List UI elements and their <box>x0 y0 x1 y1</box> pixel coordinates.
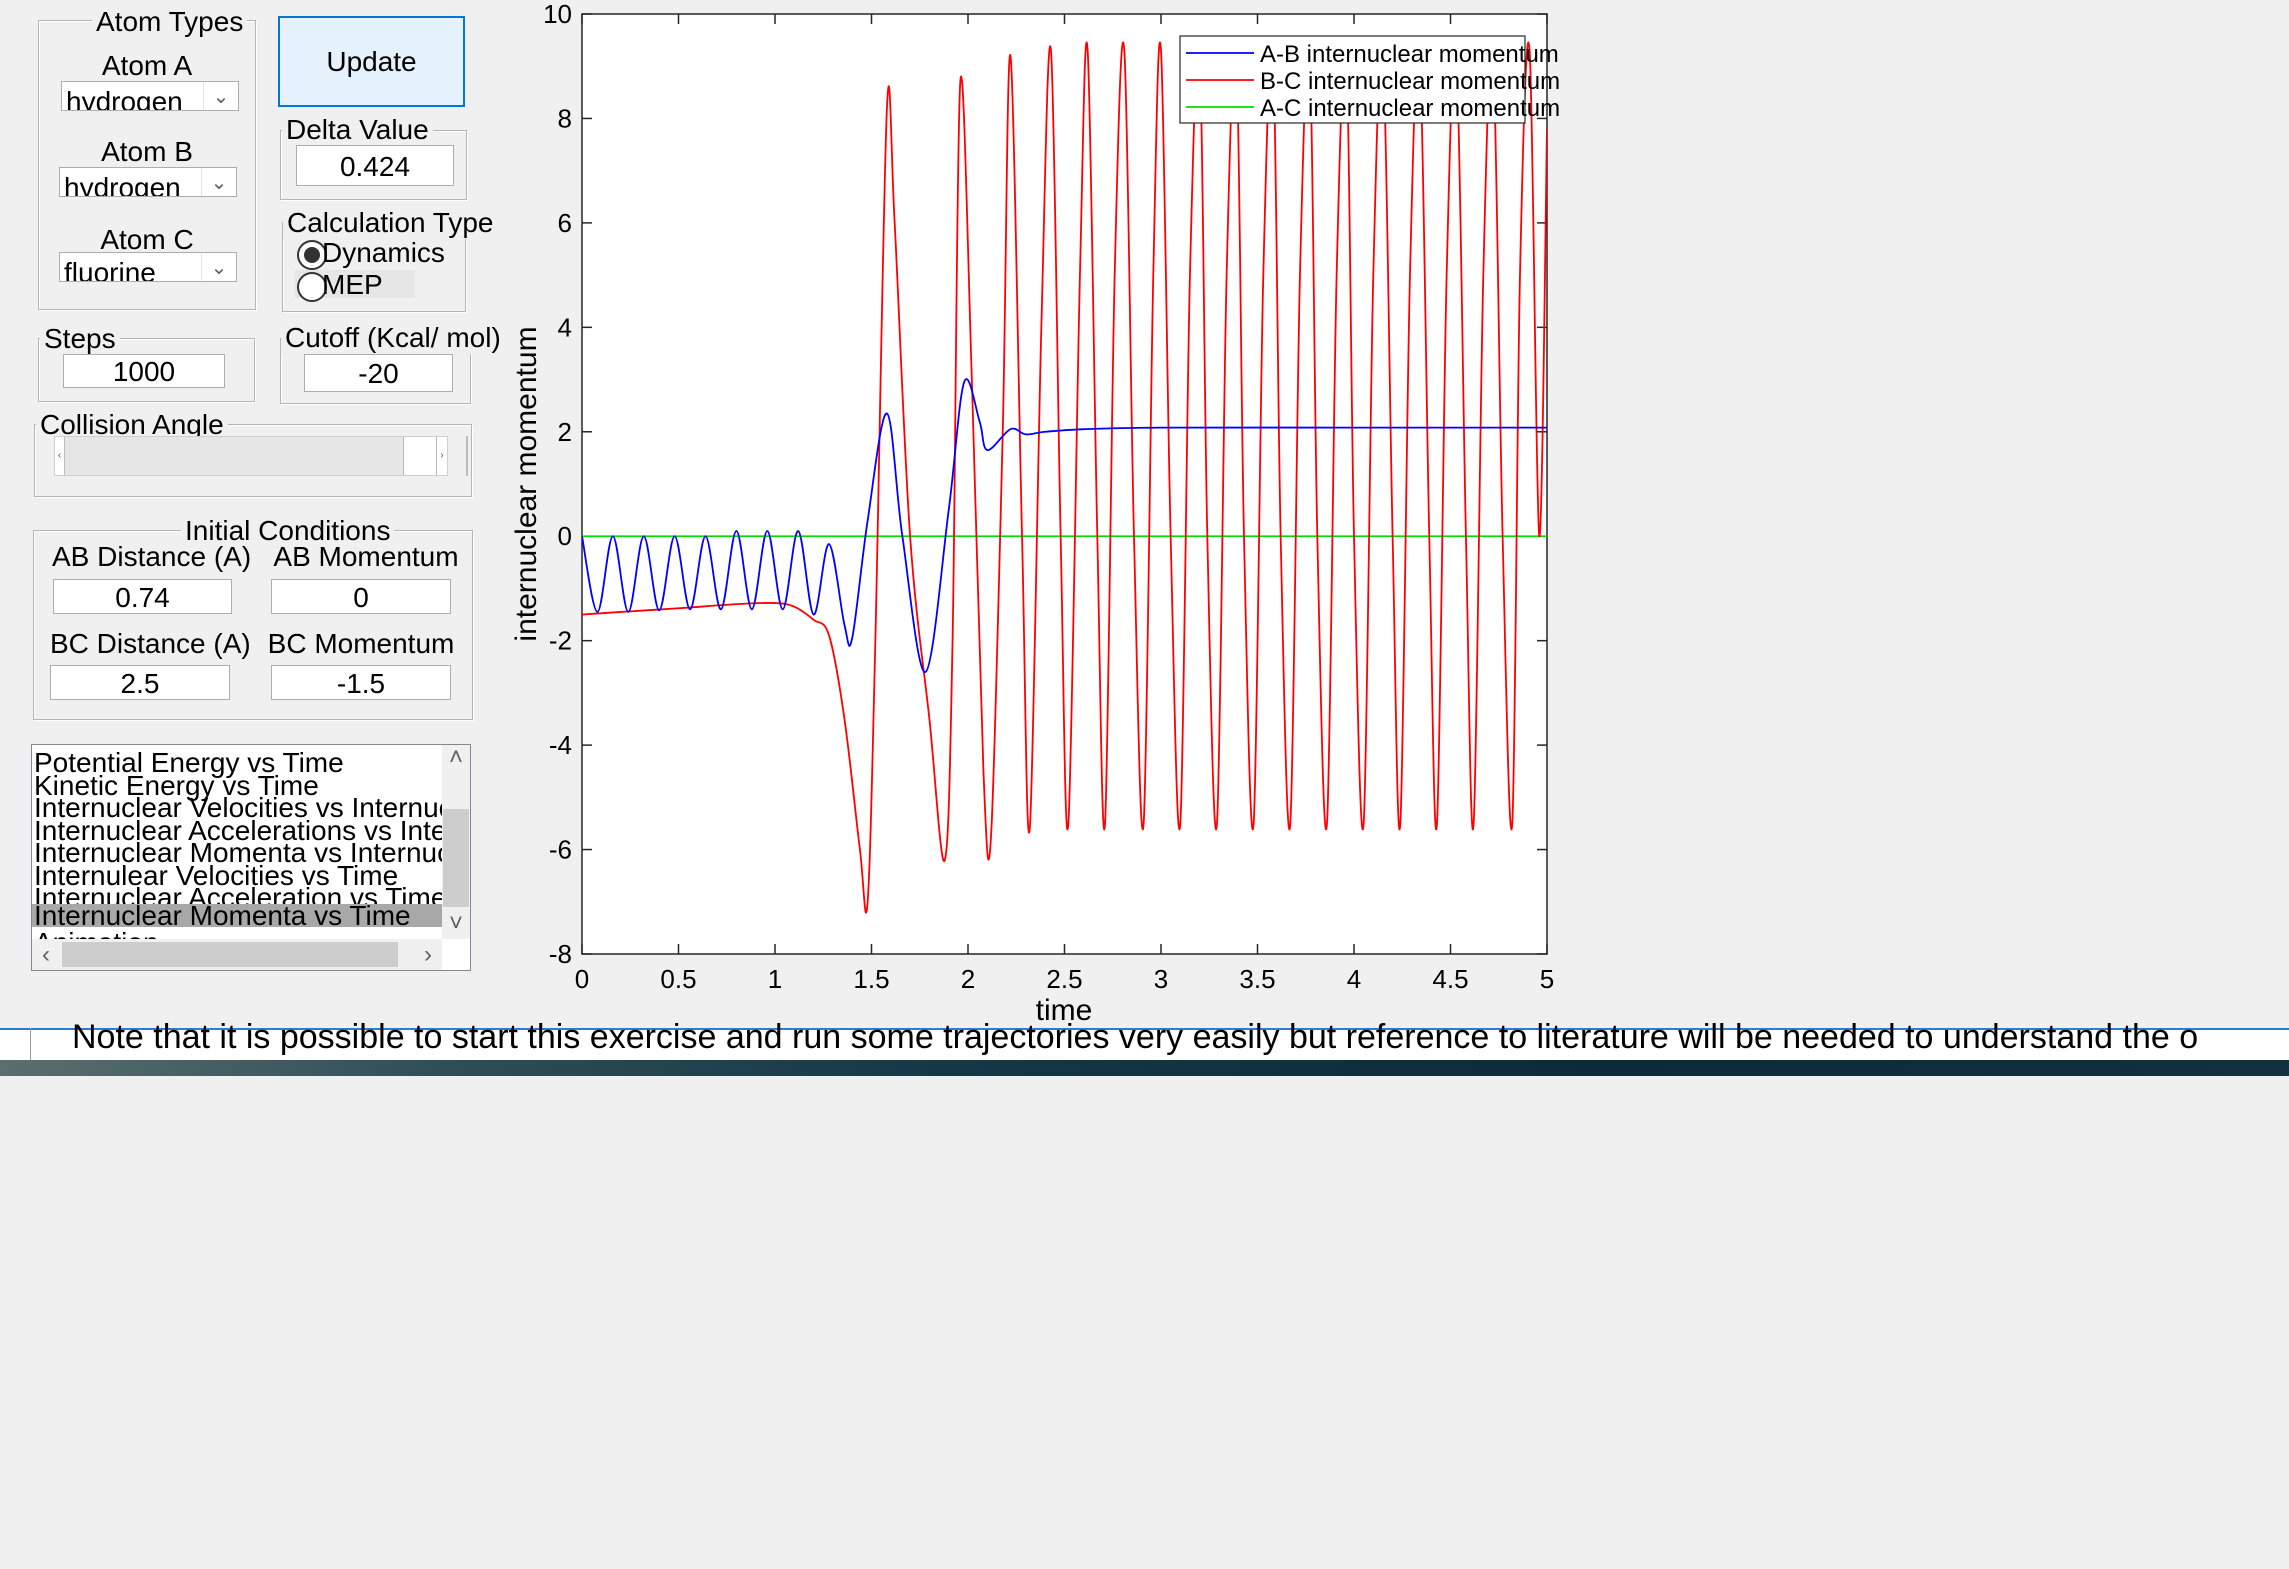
bc-momentum-input[interactable]: -1.5 <box>271 665 451 700</box>
dynamics-radio-label[interactable]: Dynamics <box>322 237 445 268</box>
ab-momentum-line <box>582 378 1547 673</box>
atom-c-label: Atom C <box>100 224 194 255</box>
atom-b-select[interactable]: hydrogen ⌄ <box>59 167 237 197</box>
ab-momentum-label: AB Momentum <box>273 541 459 572</box>
bc-momentum-line <box>582 41 1547 914</box>
chevron-down-icon[interactable]: ⌄ <box>203 82 238 110</box>
legend-entry: B-C internuclear momentum <box>1260 68 1560 95</box>
atom-b-label: Atom B <box>101 136 193 167</box>
bc-distance-input[interactable]: 2.5 <box>50 665 230 700</box>
atom-b-value: hydrogen <box>64 172 181 197</box>
ab-distance-label: AB Distance (A) <box>52 541 252 572</box>
steps-input[interactable]: 1000 <box>63 354 225 388</box>
chevron-down-icon[interactable]: ˅ <box>448 910 463 937</box>
legend-entry: A-B internuclear momentum <box>1260 41 1559 68</box>
collision-angle-slider[interactable]: ‹ › <box>54 436 448 476</box>
x-tick-label: 1.5 <box>853 964 889 994</box>
y-tick-label: 4 <box>558 312 572 342</box>
x-tick-label: 3.5 <box>1239 964 1275 994</box>
x-tick-label: 5 <box>1540 964 1554 994</box>
y-axis-label: internuclear momentum <box>510 326 543 641</box>
x-tick-label: 0 <box>575 964 589 994</box>
y-tick-label: -6 <box>549 835 572 865</box>
steps-label: Steps <box>40 323 120 355</box>
list-horizontal-scrollbar[interactable]: ‹ › <box>32 939 442 970</box>
atom-a-select[interactable]: hydrogen ⌄ <box>61 81 239 111</box>
chevron-down-icon[interactable]: ⌄ <box>201 253 236 281</box>
x-tick-label: 0.5 <box>660 964 696 994</box>
chevron-down-icon[interactable]: ⌄ <box>201 168 236 196</box>
list-items-area: Potential Energy vs Time Kinetic Energy … <box>32 745 442 939</box>
y-tick-label: -8 <box>549 939 572 969</box>
delta-value-label: Delta Value <box>282 114 433 146</box>
calculation-type-label: Calculation Type <box>283 207 498 239</box>
slider-end-tick <box>466 436 468 476</box>
chevron-right-icon[interactable]: › <box>424 941 432 968</box>
taskbar <box>0 1060 2289 1076</box>
x-tick-label: 3 <box>1154 964 1168 994</box>
mep-radio[interactable] <box>297 272 327 302</box>
plot-type-list[interactable]: Potential Energy vs Time Kinetic Energy … <box>31 744 471 971</box>
list-item[interactable]: Kinetic Energy vs Time <box>34 770 319 801</box>
steps-group <box>38 338 255 402</box>
slider-right-arrow[interactable]: › <box>437 437 447 475</box>
y-tick-label: -4 <box>549 730 572 760</box>
x-axis-label: time <box>1036 994 1093 1027</box>
x-tick-label: 4 <box>1347 964 1361 994</box>
atom-a-value: hydrogen <box>66 86 183 111</box>
plot-background <box>581 13 1548 955</box>
x-tick-label: 4.5 <box>1432 964 1468 994</box>
list-vertical-scrollbar[interactable]: ˄ ˅ <box>442 745 470 939</box>
y-tick-label: 6 <box>558 208 572 238</box>
x-tick-label: 2 <box>961 964 975 994</box>
chevron-up-icon[interactable]: ˄ <box>448 744 463 771</box>
y-tick-label: -2 <box>549 626 572 656</box>
mep-radio-label[interactable]: MEP <box>322 269 383 300</box>
cutoff-input[interactable]: -20 <box>304 354 453 392</box>
bc-distance-label: BC Distance (A) <box>50 628 251 659</box>
chevron-left-icon[interactable]: ‹ <box>42 941 50 968</box>
list-item[interactable]: Potential Energy vs Time <box>34 747 344 778</box>
x-tick-label: 1 <box>768 964 782 994</box>
bc-momentum-label: BC Momentum <box>267 628 455 659</box>
atom-types-label: Atom Types <box>92 6 248 38</box>
delta-value-input[interactable]: 0.424 <box>296 145 454 186</box>
document-left-edge <box>30 1028 31 1060</box>
document-strip <box>0 1028 2289 1060</box>
atom-c-value: fluorine <box>64 257 156 282</box>
note-text: Note that it is possible to start this e… <box>72 1018 2199 1056</box>
y-tick-label: 10 <box>543 0 572 29</box>
dynamics-radio[interactable] <box>297 240 327 270</box>
y-tick-label: 0 <box>558 521 572 551</box>
list-item[interactable]: Internuclear Velocities vs Internuclear … <box>34 792 442 823</box>
collision-angle-label: Collision Angle <box>36 409 228 441</box>
ab-momentum-input[interactable]: 0 <box>271 579 451 614</box>
list-hscroll-thumb[interactable] <box>62 942 398 967</box>
list-scroll-thumb[interactable] <box>443 809 469 907</box>
y-tick-label: 8 <box>558 103 572 133</box>
list-item[interactable]: Internulear Velocities vs Time <box>34 860 399 891</box>
atom-a-label: Atom A <box>101 50 193 81</box>
legend-entry: A-C internuclear momentum <box>1260 95 1560 122</box>
list-item[interactable]: Internuclear Momenta vs Internuclear Dis… <box>34 837 442 868</box>
y-tick-label: 2 <box>558 417 572 447</box>
ab-distance-input[interactable]: 0.74 <box>53 579 232 614</box>
slider-left-arrow[interactable]: ‹ <box>55 437 65 475</box>
list-item[interactable]: Animation <box>32 926 442 939</box>
atom-c-select[interactable]: fluorine ⌄ <box>59 252 237 282</box>
list-item[interactable]: Internuclear Accelerations vs Internucle… <box>34 815 442 846</box>
cutoff-label: Cutoff (Kcal/ mol) <box>281 322 505 354</box>
slider-thumb[interactable] <box>403 437 437 475</box>
collision-angle-group <box>34 424 472 497</box>
x-tick-label: 2.5 <box>1046 964 1082 994</box>
initial-conditions-label: Initial Conditions <box>181 515 395 547</box>
update-button[interactable]: Update <box>278 16 465 107</box>
list-item-selected[interactable]: Internuclear Momenta vs Time <box>32 904 442 927</box>
